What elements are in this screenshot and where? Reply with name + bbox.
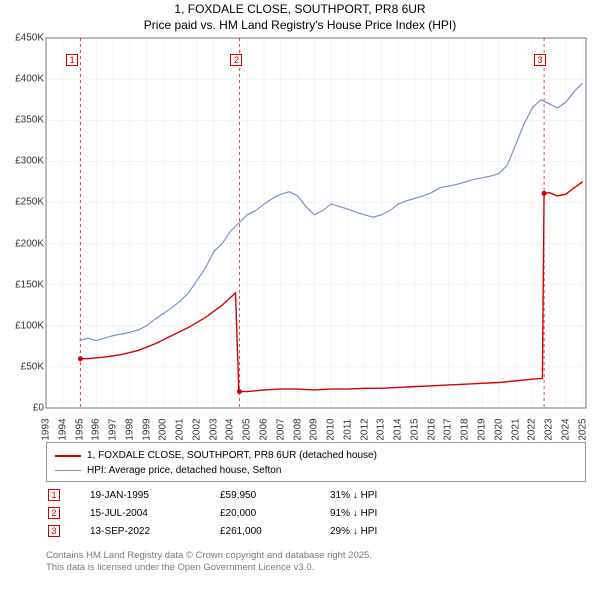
chart-marker-1: 1 bbox=[66, 54, 78, 66]
x-tick-label: 2014 bbox=[393, 418, 404, 440]
transaction-price: £261,000 bbox=[220, 526, 330, 537]
chart-marker-3: 3 bbox=[534, 54, 546, 66]
title-line-1: 1, FOXDALE CLOSE, SOUTHPORT, PR8 6UR bbox=[0, 2, 600, 18]
x-tick-label: 2012 bbox=[359, 418, 370, 440]
x-tick-label: 2018 bbox=[460, 418, 471, 440]
transaction-price: £59,950 bbox=[220, 490, 330, 501]
transaction-row: 3 13-SEP-2022£261,00029% ↓ HPI bbox=[46, 522, 586, 540]
transaction-row: 1 19-JAN-1995£59,95031% ↓ HPI bbox=[46, 486, 586, 504]
transaction-hpi: 29% ↓ HPI bbox=[330, 526, 420, 537]
x-tick-label: 2000 bbox=[158, 418, 169, 440]
footer-line-1: Contains HM Land Registry data © Crown c… bbox=[46, 550, 372, 562]
transaction-price: £20,000 bbox=[220, 508, 330, 519]
legend-item: 1, FOXDALE CLOSE, SOUTHPORT, PR8 6UR (de… bbox=[55, 448, 577, 463]
legend: 1, FOXDALE CLOSE, SOUTHPORT, PR8 6UR (de… bbox=[46, 442, 586, 482]
legend-label: HPI: Average price, detached house, Seft… bbox=[87, 465, 281, 476]
y-tick-label: £400K bbox=[15, 74, 44, 85]
transaction-hpi: 91% ↓ HPI bbox=[330, 508, 420, 519]
transaction-marker: 3 bbox=[48, 525, 60, 537]
chart-marker-2: 2 bbox=[230, 54, 242, 66]
y-tick-label: £0 bbox=[33, 403, 44, 414]
x-tick-label: 1995 bbox=[74, 418, 85, 440]
legend-item: HPI: Average price, detached house, Seft… bbox=[55, 463, 577, 478]
transaction-marker: 2 bbox=[48, 507, 60, 519]
x-tick-label: 2003 bbox=[208, 418, 219, 440]
x-tick-label: 1996 bbox=[91, 418, 102, 440]
x-tick-label: 2004 bbox=[225, 418, 236, 440]
chart-title: 1, FOXDALE CLOSE, SOUTHPORT, PR8 6UR Pri… bbox=[0, 0, 600, 33]
x-tick-label: 2005 bbox=[242, 418, 253, 440]
x-tick-label: 1997 bbox=[108, 418, 119, 440]
legend-swatch bbox=[55, 455, 81, 457]
x-tick-label: 2021 bbox=[510, 418, 521, 440]
y-tick-label: £300K bbox=[15, 156, 44, 167]
footer-attribution: Contains HM Land Registry data © Crown c… bbox=[46, 550, 372, 575]
y-tick-label: £150K bbox=[15, 279, 44, 290]
x-tick-label: 2011 bbox=[342, 419, 353, 441]
y-tick-label: £450K bbox=[15, 33, 44, 44]
title-line-2: Price paid vs. HM Land Registry's House … bbox=[0, 18, 600, 34]
x-tick-label: 2015 bbox=[409, 418, 420, 440]
y-tick-label: £100K bbox=[15, 320, 44, 331]
transaction-hpi: 31% ↓ HPI bbox=[330, 490, 420, 501]
x-tick-label: 2016 bbox=[426, 418, 437, 440]
footer-line-2: This data is licensed under the Open Gov… bbox=[46, 562, 372, 574]
transaction-marker: 1 bbox=[48, 489, 60, 501]
x-tick-label: 2020 bbox=[493, 418, 504, 440]
y-tick-label: £50K bbox=[21, 361, 44, 372]
chart-container: 1, FOXDALE CLOSE, SOUTHPORT, PR8 6UR Pri… bbox=[0, 0, 600, 590]
x-tick-label: 2006 bbox=[259, 418, 270, 440]
legend-label: 1, FOXDALE CLOSE, SOUTHPORT, PR8 6UR (de… bbox=[87, 450, 377, 461]
transactions-table: 1 19-JAN-1995£59,95031% ↓ HPI 2 15-JUL-2004… bbox=[46, 486, 586, 540]
x-tick-label: 1999 bbox=[141, 418, 152, 440]
transaction-row: 2 15-JUL-2004£20,00091% ↓ HPI bbox=[46, 504, 586, 522]
x-tick-label: 2024 bbox=[560, 418, 571, 440]
x-tick-label: 1994 bbox=[57, 418, 68, 440]
x-tick-label: 2008 bbox=[292, 418, 303, 440]
y-tick-label: £350K bbox=[15, 115, 44, 126]
chart-plot-area bbox=[46, 38, 586, 408]
x-tick-label: 2022 bbox=[527, 418, 538, 440]
x-tick-label: 2009 bbox=[309, 418, 320, 440]
transaction-date: 19-JAN-1995 bbox=[90, 490, 220, 501]
transaction-date: 13-SEP-2022 bbox=[90, 526, 220, 537]
x-tick-label: 1998 bbox=[124, 418, 135, 440]
x-tick-label: 2001 bbox=[175, 418, 186, 440]
x-tick-label: 2007 bbox=[275, 418, 286, 440]
legend-swatch bbox=[55, 470, 81, 471]
transaction-date: 15-JUL-2004 bbox=[90, 508, 220, 519]
x-tick-label: 2023 bbox=[544, 418, 555, 440]
x-tick-label: 2017 bbox=[443, 418, 454, 440]
x-tick-label: 2013 bbox=[376, 418, 387, 440]
x-tick-label: 2010 bbox=[326, 418, 337, 440]
x-tick-label: 2019 bbox=[477, 418, 488, 440]
y-tick-label: £200K bbox=[15, 238, 44, 249]
x-tick-label: 1993 bbox=[41, 418, 52, 440]
y-tick-label: £250K bbox=[15, 197, 44, 208]
x-tick-label: 2025 bbox=[577, 418, 588, 440]
x-tick-label: 2002 bbox=[191, 418, 202, 440]
